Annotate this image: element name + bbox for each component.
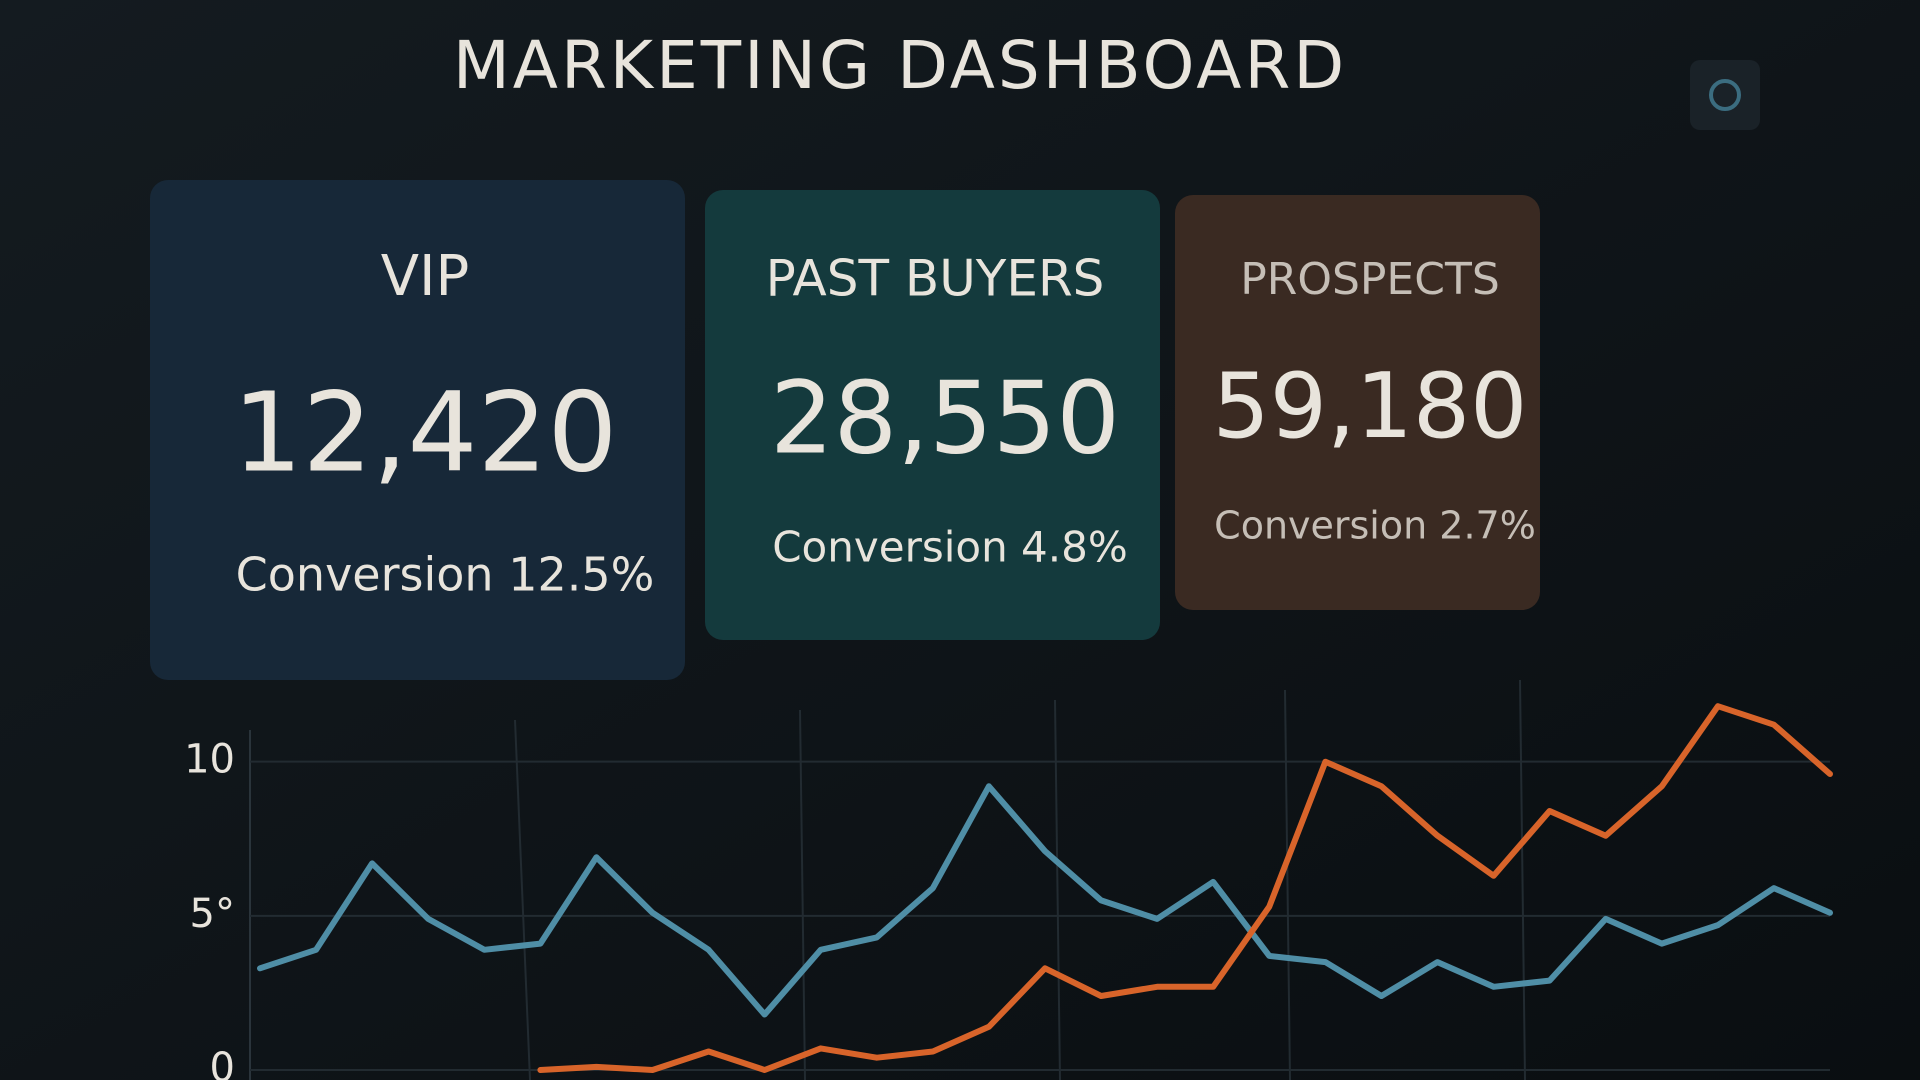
series-line — [537, 703, 1833, 1073]
settings-button[interactable] — [1690, 60, 1760, 130]
y-tick-label: 10 — [184, 737, 235, 783]
y-tick-label: 0 — [210, 1045, 235, 1080]
card-conversion: Conversion 2.7% — [1214, 504, 1536, 548]
card — [1175, 195, 1540, 610]
vertical-grid — [514, 679, 1526, 1080]
card-label: PROSPECTS — [1240, 254, 1500, 305]
card-label: VIP — [381, 244, 470, 309]
card-label: PAST BUYERS — [766, 250, 1105, 308]
series-line — [257, 783, 1833, 1018]
title: MARKETING DASHBOARD — [453, 27, 1347, 104]
card — [705, 190, 1160, 640]
card-conversion: Conversion 4.8% — [772, 523, 1128, 572]
card-conversion: Conversion 12.5% — [236, 548, 655, 602]
card-value: 59,180 — [1213, 354, 1528, 459]
card-value: 12,420 — [233, 368, 618, 496]
y-tick-label: 5° — [190, 891, 235, 937]
card-value: 28,550 — [770, 359, 1120, 476]
card — [150, 180, 685, 680]
